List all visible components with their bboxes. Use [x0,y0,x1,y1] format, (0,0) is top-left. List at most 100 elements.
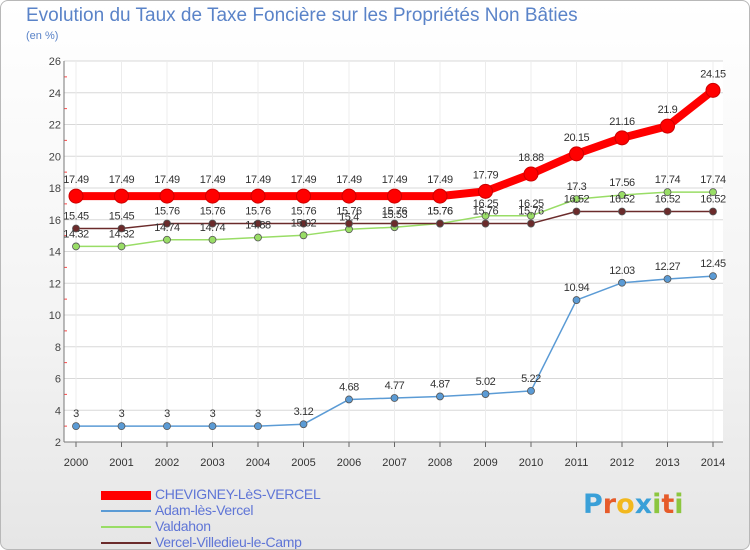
y-tick-label: 18 [49,183,61,195]
data-point [205,188,220,204]
data-point [254,233,262,242]
data-label: 17.49 [109,174,135,186]
data-label: 5.02 [476,376,496,388]
data-label: 15.76 [473,206,499,218]
data-point [117,224,126,233]
data-label: 16.52 [609,193,635,205]
data-point [527,386,535,395]
data-label: 14.88 [245,220,271,232]
data-label: 15.76 [336,206,362,218]
data-point [208,219,217,228]
data-point [436,392,444,401]
data-point [523,166,539,182]
data-point [341,188,357,204]
legend-item: CHEVIGNEY-LèS-VERCEL [101,486,401,503]
x-tick-label: 2006 [337,457,361,469]
data-label: 12.27 [655,261,681,273]
data-label: 5.22 [521,373,541,385]
logo-letter: x [634,489,653,520]
data-point [572,296,581,304]
data-label: 15.76 [245,206,271,218]
legend-label: Vercel-Villedieu-le-Camp [155,534,302,550]
data-label: 20.15 [564,132,590,144]
data-label: 3 [164,408,170,420]
x-tick-label: 2010 [519,457,543,469]
chart-legend: CHEVIGNEY-LèS-VERCEL Adam-lès-Vercel Valda… [101,486,401,550]
data-label: 3 [210,408,216,420]
data-point [569,146,584,162]
y-tick-label: 22 [49,120,61,132]
data-label: 15.76 [154,206,180,218]
x-tick-label: 2003 [200,457,224,469]
data-label: 17.49 [427,174,453,186]
data-point [208,422,217,431]
data-point [117,422,126,431]
data-point [345,395,353,404]
legend-label: CHEVIGNEY-LèS-VERCEL [155,486,321,502]
data-point [68,188,84,204]
data-label: 4.68 [339,381,359,393]
data-point [254,219,262,228]
data-label: 15.76 [382,206,408,218]
data-point [72,422,80,431]
data-point [660,118,675,134]
data-point [481,390,490,398]
data-point [390,394,399,402]
data-point [709,207,717,216]
logo-letter: i [674,489,684,520]
data-label: 16.52 [655,193,681,205]
data-label: 3 [119,408,125,420]
data-label: 24.15 [700,68,726,80]
data-point [159,188,175,204]
data-label: 14.32 [109,228,135,240]
data-point [299,420,308,429]
data-label: 15.45 [63,210,89,222]
data-label: 14.74 [200,222,226,234]
data-point [481,219,490,228]
data-point [663,188,672,197]
data-label: 15.76 [291,206,317,218]
data-label: 17.74 [700,174,726,186]
data-point [72,242,80,251]
data-point [114,188,129,204]
data-label: 15.76 [518,206,544,218]
data-point [572,195,581,204]
legend-item: Adam-lès-Vercel [101,502,401,519]
x-tick-label: 2008 [428,457,452,469]
y-tick-label: 2 [55,437,61,449]
data-point [299,231,308,240]
logo-letter: o [616,489,635,520]
data-label: 15.53 [382,209,408,221]
data-point [390,219,399,228]
y-tick-label: 26 [49,56,61,68]
data-label: 17.49 [382,174,408,186]
data-label: 12.03 [609,265,635,277]
data-label: 3 [73,408,79,420]
data-point [527,219,535,228]
legend-swatch [101,526,151,528]
data-point [163,235,171,244]
data-label: 12.45 [700,258,726,270]
proxiti-logo: Proxiti [583,489,684,520]
data-label: 15.02 [291,217,317,229]
data-point [345,219,353,228]
legend-label: Adam-lès-Vercel [155,502,254,518]
y-tick-label: 6 [55,374,61,386]
data-point [663,207,672,216]
chart-title: Evolution du Taux de Taxe Foncière sur l… [26,5,578,26]
data-label: 16.52 [700,193,726,205]
logo-letter: r [602,489,617,520]
data-point [614,130,630,146]
data-point [432,188,448,204]
y-tick-label: 10 [49,310,61,322]
data-label: 17.56 [609,177,635,189]
y-tick-label: 24 [49,88,61,100]
x-tick-label: 2001 [109,457,133,469]
data-label: 17.74 [655,174,681,186]
data-label: 4.87 [430,378,450,390]
data-point [250,188,266,204]
data-point [254,422,262,431]
x-tick-label: 2000 [64,457,88,469]
x-tick-label: 2004 [246,457,270,469]
